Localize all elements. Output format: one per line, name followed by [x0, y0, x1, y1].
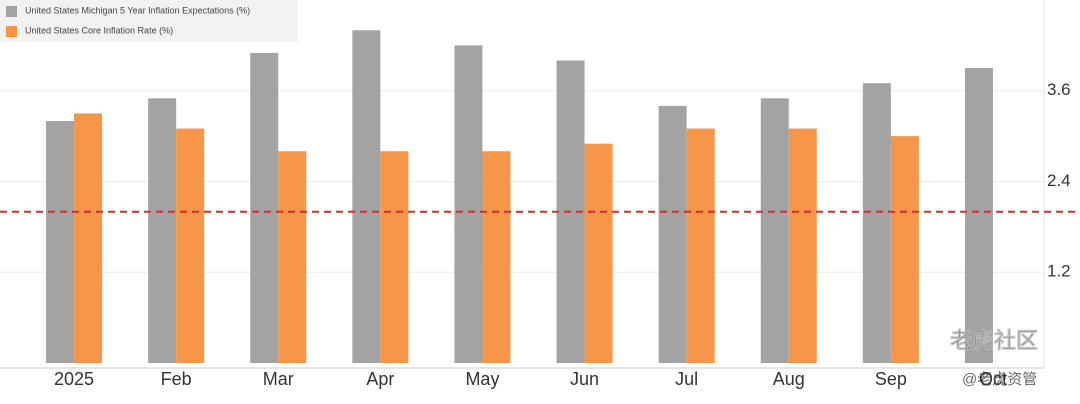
bar — [482, 151, 511, 363]
x-tick-label: Aug — [773, 369, 805, 389]
bar — [278, 151, 307, 363]
bar — [584, 143, 613, 363]
bar — [148, 98, 177, 363]
watermark: 老虎社区 — [949, 328, 1038, 353]
bar — [250, 52, 279, 363]
bar — [176, 128, 205, 363]
bar — [890, 136, 919, 363]
bar — [74, 113, 103, 363]
legend-swatch — [6, 6, 17, 17]
bar — [964, 68, 993, 363]
x-tick-label: Mar — [263, 369, 294, 389]
x-tick-label: Sep — [875, 369, 907, 389]
bar — [352, 30, 381, 363]
legend-label: United States Core Inflation Rate (%) — [25, 25, 173, 35]
x-tick-label: May — [465, 369, 499, 389]
bar — [46, 121, 75, 363]
bar — [760, 98, 789, 363]
legend-swatch — [6, 26, 17, 37]
bar — [658, 105, 687, 363]
x-tick-label: Feb — [161, 369, 192, 389]
legend-box — [0, 0, 298, 42]
x-tick-label: 2025 — [54, 369, 94, 389]
y-tick-label: 2.4 — [1047, 171, 1071, 190]
bar — [454, 45, 483, 363]
legend: United States Michigan 5 Year Inflation … — [0, 0, 298, 42]
y-tick-label: 3.6 — [1047, 80, 1071, 99]
y-tick-label: 1.2 — [1047, 262, 1071, 281]
x-tick-label: Oct — [979, 369, 1007, 389]
bar — [862, 83, 891, 363]
watermark: @老虎资管 — [962, 371, 1037, 388]
x-tick-label: Jul — [675, 369, 698, 389]
bar — [788, 128, 817, 363]
bar — [686, 128, 715, 363]
x-tick-label: Apr — [366, 369, 394, 389]
x-tick-label: Jun — [570, 369, 599, 389]
bar — [380, 151, 409, 363]
legend-label: United States Michigan 5 Year Inflation … — [25, 5, 250, 15]
